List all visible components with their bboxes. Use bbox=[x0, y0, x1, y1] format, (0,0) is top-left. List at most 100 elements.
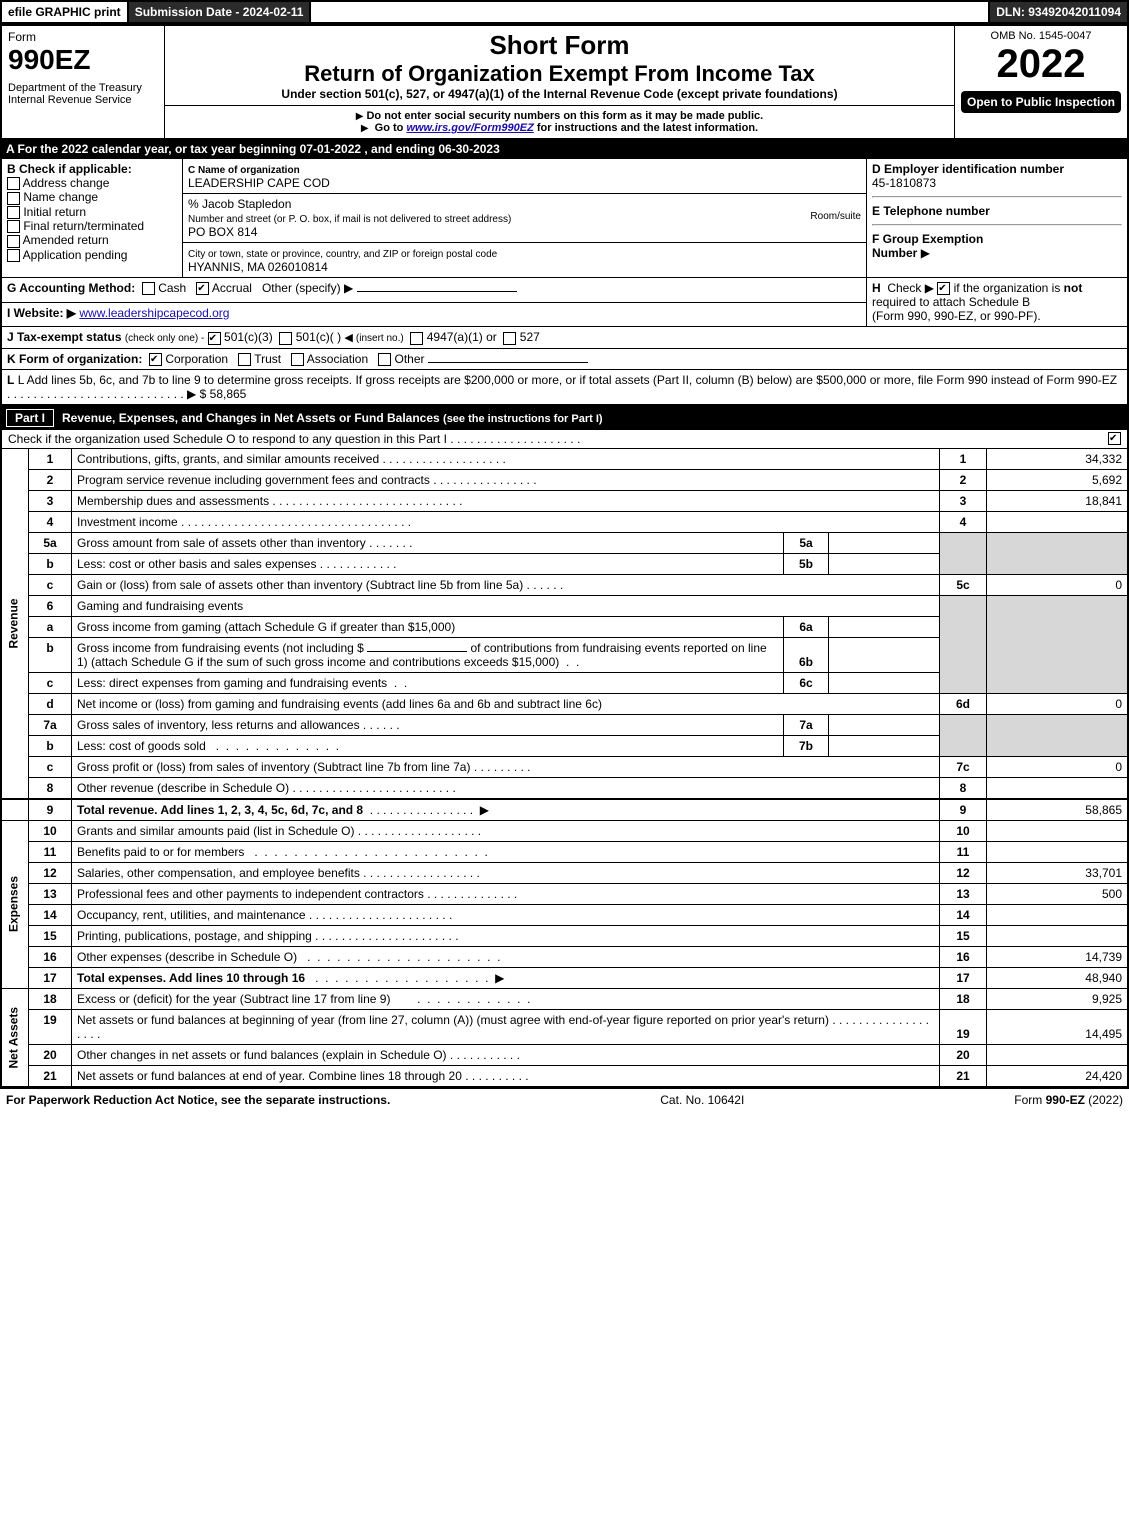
check-schedule-o[interactable] bbox=[1108, 432, 1121, 445]
line-6d-box: 6d bbox=[940, 693, 987, 714]
check-corp[interactable] bbox=[149, 353, 162, 366]
box-b-title: B Check if applicable: bbox=[7, 162, 132, 176]
h-text2: required to attach Schedule B bbox=[872, 295, 1030, 309]
check-application-pending[interactable] bbox=[7, 249, 20, 262]
line-7b-num: b bbox=[29, 735, 72, 756]
dln: DLN: 93492042011094 bbox=[990, 2, 1127, 22]
line-8-desc: Other revenue (describe in Schedule O) bbox=[77, 781, 289, 795]
line-6b-subamt[interactable] bbox=[829, 637, 940, 672]
topbar-spacer bbox=[311, 2, 990, 22]
footer-right: Form 990-EZ (2022) bbox=[1014, 1093, 1123, 1107]
line-5a-sub: 5a bbox=[784, 532, 829, 553]
check-other-org[interactable] bbox=[378, 353, 391, 366]
final-return-label: Final return/terminated bbox=[23, 219, 144, 233]
goto-instructions: Go to www.irs.gov/Form990EZ for instruct… bbox=[171, 122, 948, 134]
check-initial-return[interactable] bbox=[7, 206, 20, 219]
line-13-amt: 500 bbox=[987, 883, 1129, 904]
line-7a-sub: 7a bbox=[784, 714, 829, 735]
omb-number: OMB No. 1545-0047 bbox=[961, 30, 1121, 42]
check-accrual[interactable] bbox=[196, 282, 209, 295]
check-amended-return[interactable] bbox=[7, 235, 20, 248]
accrual-label: Accrual bbox=[212, 281, 252, 295]
check-4947[interactable] bbox=[410, 332, 423, 345]
line-15-amt bbox=[987, 925, 1129, 946]
open-to-public: Open to Public Inspection bbox=[961, 91, 1121, 113]
other-org-input[interactable] bbox=[428, 362, 588, 363]
netassets-vertical-label: Net Assets bbox=[1, 988, 29, 1087]
line-14-num: 14 bbox=[29, 904, 72, 925]
line-6a-sub: 6a bbox=[784, 616, 829, 637]
irs-link[interactable]: www.irs.gov/Form990EZ bbox=[406, 122, 533, 134]
line-6c-subamt[interactable] bbox=[829, 672, 940, 693]
check-527[interactable] bbox=[503, 332, 516, 345]
cash-label: Cash bbox=[158, 281, 186, 295]
line-6c-desc: Less: direct expenses from gaming and fu… bbox=[77, 676, 387, 690]
box-j-label: J Tax-exempt status bbox=[7, 330, 122, 344]
org-name: LEADERSHIP CAPE COD bbox=[188, 176, 330, 190]
grey-6-amt bbox=[987, 595, 1129, 693]
line-5b-subamt[interactable] bbox=[829, 553, 940, 574]
check-cash[interactable] bbox=[142, 282, 155, 295]
line-7a-subamt[interactable] bbox=[829, 714, 940, 735]
grey-6 bbox=[940, 595, 987, 693]
line-17-amt: 48,940 bbox=[987, 967, 1129, 988]
line-15-desc: Printing, publications, postage, and shi… bbox=[77, 929, 312, 943]
line-6b-contrib-input[interactable] bbox=[367, 651, 467, 652]
line-7b-sub: 7b bbox=[784, 735, 829, 756]
line-5a-subamt[interactable] bbox=[829, 532, 940, 553]
line-4-box: 4 bbox=[940, 511, 987, 532]
street-label: Number and street (or P. O. box, if mail… bbox=[188, 214, 511, 225]
top-bar: efile GRAPHIC print Submission Date - 20… bbox=[0, 0, 1129, 24]
line-18-desc: Excess or (deficit) for the year (Subtra… bbox=[77, 992, 390, 1006]
dept-treasury: Department of the Treasury bbox=[8, 82, 158, 94]
line-6b-sub: 6b bbox=[784, 637, 829, 672]
room-label: Room/suite bbox=[810, 211, 861, 222]
grey-7 bbox=[940, 714, 987, 756]
line-19-num: 19 bbox=[29, 1009, 72, 1044]
501c-label: 501(c)( ) bbox=[296, 330, 341, 344]
arrow-icon: ▶ bbox=[921, 246, 930, 260]
part-1-label: Part I bbox=[6, 409, 54, 427]
trust-label: Trust bbox=[254, 352, 281, 366]
revenue-vertical-label: Revenue bbox=[1, 448, 29, 799]
line-9-num: 9 bbox=[29, 799, 72, 821]
line-1-num: 1 bbox=[29, 448, 72, 469]
check-assoc[interactable] bbox=[291, 353, 304, 366]
check-501c[interactable] bbox=[279, 332, 292, 345]
app-pending-label: Application pending bbox=[23, 248, 128, 262]
line-14-desc: Occupancy, rent, utilities, and maintena… bbox=[77, 908, 306, 922]
501c3-label: 501(c)(3) bbox=[224, 330, 273, 344]
line-9-amt: 58,865 bbox=[987, 799, 1129, 821]
line-6b-num: b bbox=[29, 637, 72, 672]
527-label: 527 bbox=[520, 330, 540, 344]
line-12-num: 12 bbox=[29, 862, 72, 883]
check-h[interactable] bbox=[937, 282, 950, 295]
box-d-label: D Employer identification number bbox=[872, 162, 1064, 176]
line-5b-num: b bbox=[29, 553, 72, 574]
check-address-change[interactable] bbox=[7, 177, 20, 190]
check-trust[interactable] bbox=[238, 353, 251, 366]
submission-date: Submission Date - 2024-02-11 bbox=[129, 2, 312, 22]
efile-print[interactable]: efile GRAPHIC print bbox=[2, 2, 129, 22]
line-18-num: 18 bbox=[29, 988, 72, 1009]
line-19-desc: Net assets or fund balances at beginning… bbox=[77, 1013, 829, 1027]
other-specify-input[interactable] bbox=[357, 291, 517, 292]
line-7b-subamt[interactable] bbox=[829, 735, 940, 756]
line-14-box: 14 bbox=[940, 904, 987, 925]
form-header: Form 990EZ Department of the Treasury In… bbox=[0, 24, 1129, 140]
line-6c-num: c bbox=[29, 672, 72, 693]
line-21-box: 21 bbox=[940, 1065, 987, 1087]
amended-return-label: Amended return bbox=[23, 233, 109, 247]
line-12-desc: Salaries, other compensation, and employ… bbox=[77, 866, 360, 880]
line-9-box: 9 bbox=[940, 799, 987, 821]
line-6a-subamt[interactable] bbox=[829, 616, 940, 637]
check-name-change[interactable] bbox=[7, 192, 20, 205]
line-18-amt: 9,925 bbox=[987, 988, 1129, 1009]
website-link[interactable]: www.leadershipcapecod.org bbox=[79, 306, 229, 320]
line-17-box: 17 bbox=[940, 967, 987, 988]
check-501c3[interactable] bbox=[208, 332, 221, 345]
line-21-amt: 24,420 bbox=[987, 1065, 1129, 1087]
line-10-num: 10 bbox=[29, 820, 72, 841]
check-final-return[interactable] bbox=[7, 220, 20, 233]
line-5a-num: 5a bbox=[29, 532, 72, 553]
